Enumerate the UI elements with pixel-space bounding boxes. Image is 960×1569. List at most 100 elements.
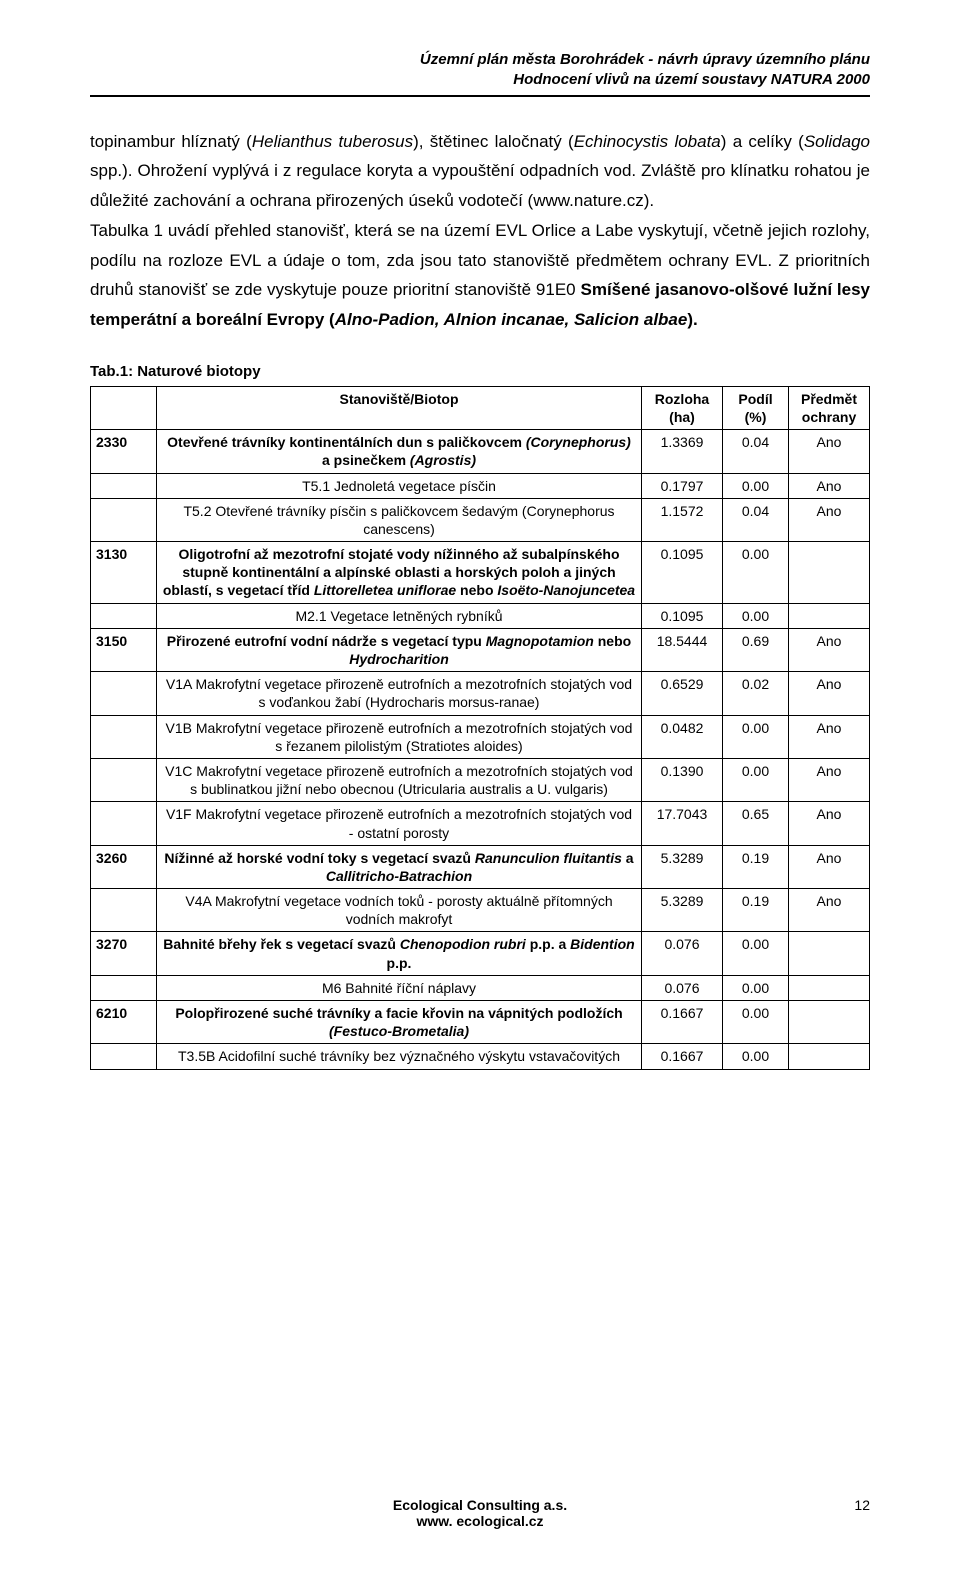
cell-ochrany: Ano bbox=[789, 628, 870, 671]
cell-rozloha: 18.5444 bbox=[642, 628, 723, 671]
text-run: ), štětinec laločnatý ( bbox=[413, 132, 574, 151]
text-run: spp.). Ohrožení vyplývá i z regulace kor… bbox=[90, 161, 870, 210]
table-row: 3260Nížinné až horské vodní toky s veget… bbox=[91, 845, 870, 888]
cell-rozloha: 0.1667 bbox=[642, 1044, 723, 1069]
cell-podil: 0.19 bbox=[723, 889, 789, 932]
cell-podil: 0.00 bbox=[723, 473, 789, 498]
main-paragraph: topinambur hlíznatý (Helianthus tuberosu… bbox=[90, 127, 870, 335]
table-row: V1A Makrofytní vegetace přirozeně eutrof… bbox=[91, 672, 870, 715]
cell-code bbox=[91, 758, 157, 801]
table-row: M2.1 Vegetace letněných rybníků0.10950.0… bbox=[91, 603, 870, 628]
page-number: 12 bbox=[854, 1497, 870, 1513]
th-podil: Podíl (%) bbox=[723, 386, 789, 429]
cell-code bbox=[91, 715, 157, 758]
cell-desc: T3.5B Acidofilní suché trávníky bez význ… bbox=[157, 1044, 642, 1069]
header-line2: Hodnocení vlivů na území soustavy NATURA… bbox=[513, 71, 870, 88]
th-ochrany: Předmět ochrany bbox=[789, 386, 870, 429]
cell-podil: 0.00 bbox=[723, 603, 789, 628]
cell-podil: 0.00 bbox=[723, 758, 789, 801]
cell-code bbox=[91, 498, 157, 541]
cell-desc: Nížinné až horské vodní toky s vegetací … bbox=[157, 845, 642, 888]
cell-code: 3150 bbox=[91, 628, 157, 671]
text-run: Alno-Padion, Alnion incanae, Salicion al… bbox=[335, 310, 688, 329]
table-row: V1B Makrofytní vegetace přirozeně eutrof… bbox=[91, 715, 870, 758]
table-row: T5.2 Otevřené trávníky písčin s paličkov… bbox=[91, 498, 870, 541]
cell-desc: Bahnité břehy řek s vegetací svazů Cheno… bbox=[157, 932, 642, 975]
cell-ochrany: Ano bbox=[789, 802, 870, 845]
cell-code bbox=[91, 975, 157, 1000]
cell-rozloha: 0.076 bbox=[642, 932, 723, 975]
cell-ochrany: Ano bbox=[789, 715, 870, 758]
table-row: V1F Makrofytní vegetace přirozeně eutrof… bbox=[91, 802, 870, 845]
text-run: Helianthus tuberosus bbox=[252, 132, 413, 151]
table-row: 3270Bahnité břehy řek s vegetací svazů C… bbox=[91, 932, 870, 975]
footer-line1: Ecological Consulting a.s. bbox=[393, 1497, 567, 1513]
cell-rozloha: 5.3289 bbox=[642, 889, 723, 932]
cell-podil: 0.19 bbox=[723, 845, 789, 888]
cell-ochrany: Ano bbox=[789, 473, 870, 498]
cell-desc: V4A Makrofytní vegetace vodních toků - p… bbox=[157, 889, 642, 932]
cell-desc: Oligotrofní až mezotrofní stojaté vody n… bbox=[157, 542, 642, 604]
cell-podil: 0.00 bbox=[723, 715, 789, 758]
cell-ochrany bbox=[789, 1001, 870, 1044]
cell-ochrany bbox=[789, 975, 870, 1000]
table-header-row: Stanoviště/Biotop Rozloha (ha) Podíl (%)… bbox=[91, 386, 870, 429]
cell-ochrany: Ano bbox=[789, 672, 870, 715]
table-row: T3.5B Acidofilní suché trávníky bez význ… bbox=[91, 1044, 870, 1069]
cell-desc: M2.1 Vegetace letněných rybníků bbox=[157, 603, 642, 628]
cell-podil: 0.04 bbox=[723, 430, 789, 473]
cell-desc: Polopřirozené suché trávníky a facie křo… bbox=[157, 1001, 642, 1044]
text-run: ). bbox=[687, 310, 697, 329]
cell-code: 2330 bbox=[91, 430, 157, 473]
cell-code: 3260 bbox=[91, 845, 157, 888]
cell-code: 3130 bbox=[91, 542, 157, 604]
table-row: V1C Makrofytní vegetace přirozeně eutrof… bbox=[91, 758, 870, 801]
table-row: V4A Makrofytní vegetace vodních toků - p… bbox=[91, 889, 870, 932]
text-run: topinambur hlíznatý ( bbox=[90, 132, 252, 151]
cell-desc: V1C Makrofytní vegetace přirozeně eutrof… bbox=[157, 758, 642, 801]
th-rozloha: Rozloha (ha) bbox=[642, 386, 723, 429]
cell-ochrany: Ano bbox=[789, 758, 870, 801]
cell-rozloha: 1.1572 bbox=[642, 498, 723, 541]
cell-podil: 0.65 bbox=[723, 802, 789, 845]
text-run: Solidago bbox=[804, 132, 870, 151]
table-row: 6210Polopřirozené suché trávníky a facie… bbox=[91, 1001, 870, 1044]
cell-desc: T5.1 Jednoletá vegetace písčin bbox=[157, 473, 642, 498]
cell-ochrany: Ano bbox=[789, 430, 870, 473]
page-header: Územní plán města Borohrádek - návrh úpr… bbox=[90, 50, 870, 97]
table-caption: Tab.1: Naturové biotopy bbox=[90, 363, 870, 380]
text-run: Echinocystis lobata bbox=[574, 132, 721, 151]
cell-code bbox=[91, 802, 157, 845]
header-line1: Územní plán města Borohrádek - návrh úpr… bbox=[420, 51, 870, 68]
table-row: M6 Bahnité říční náplavy0.0760.00 bbox=[91, 975, 870, 1000]
cell-code bbox=[91, 672, 157, 715]
cell-rozloha: 0.0482 bbox=[642, 715, 723, 758]
cell-desc: Přirozené eutrofní vodní nádrže s vegeta… bbox=[157, 628, 642, 671]
cell-code bbox=[91, 473, 157, 498]
cell-rozloha: 17.7043 bbox=[642, 802, 723, 845]
th-code bbox=[91, 386, 157, 429]
cell-code: 6210 bbox=[91, 1001, 157, 1044]
cell-ochrany: Ano bbox=[789, 845, 870, 888]
page-footer: Ecological Consulting a.s. www. ecologic… bbox=[90, 1497, 870, 1529]
cell-code: 3270 bbox=[91, 932, 157, 975]
cell-podil: 0.00 bbox=[723, 542, 789, 604]
cell-ochrany: Ano bbox=[789, 498, 870, 541]
cell-podil: 0.00 bbox=[723, 1001, 789, 1044]
cell-rozloha: 0.1095 bbox=[642, 542, 723, 604]
footer-line2: www. ecological.cz bbox=[416, 1513, 543, 1529]
cell-rozloha: 0.1390 bbox=[642, 758, 723, 801]
cell-podil: 0.00 bbox=[723, 975, 789, 1000]
table-row: T5.1 Jednoletá vegetace písčin0.17970.00… bbox=[91, 473, 870, 498]
th-biotop: Stanoviště/Biotop bbox=[157, 386, 642, 429]
cell-desc: T5.2 Otevřené trávníky písčin s paličkov… bbox=[157, 498, 642, 541]
cell-rozloha: 0.076 bbox=[642, 975, 723, 1000]
cell-desc: V1F Makrofytní vegetace přirozeně eutrof… bbox=[157, 802, 642, 845]
cell-desc: M6 Bahnité říční náplavy bbox=[157, 975, 642, 1000]
cell-ochrany: Ano bbox=[789, 889, 870, 932]
biotopes-table: Stanoviště/Biotop Rozloha (ha) Podíl (%)… bbox=[90, 386, 870, 1070]
cell-podil: 0.00 bbox=[723, 932, 789, 975]
cell-desc: V1B Makrofytní vegetace přirozeně eutrof… bbox=[157, 715, 642, 758]
cell-rozloha: 5.3289 bbox=[642, 845, 723, 888]
cell-code bbox=[91, 1044, 157, 1069]
